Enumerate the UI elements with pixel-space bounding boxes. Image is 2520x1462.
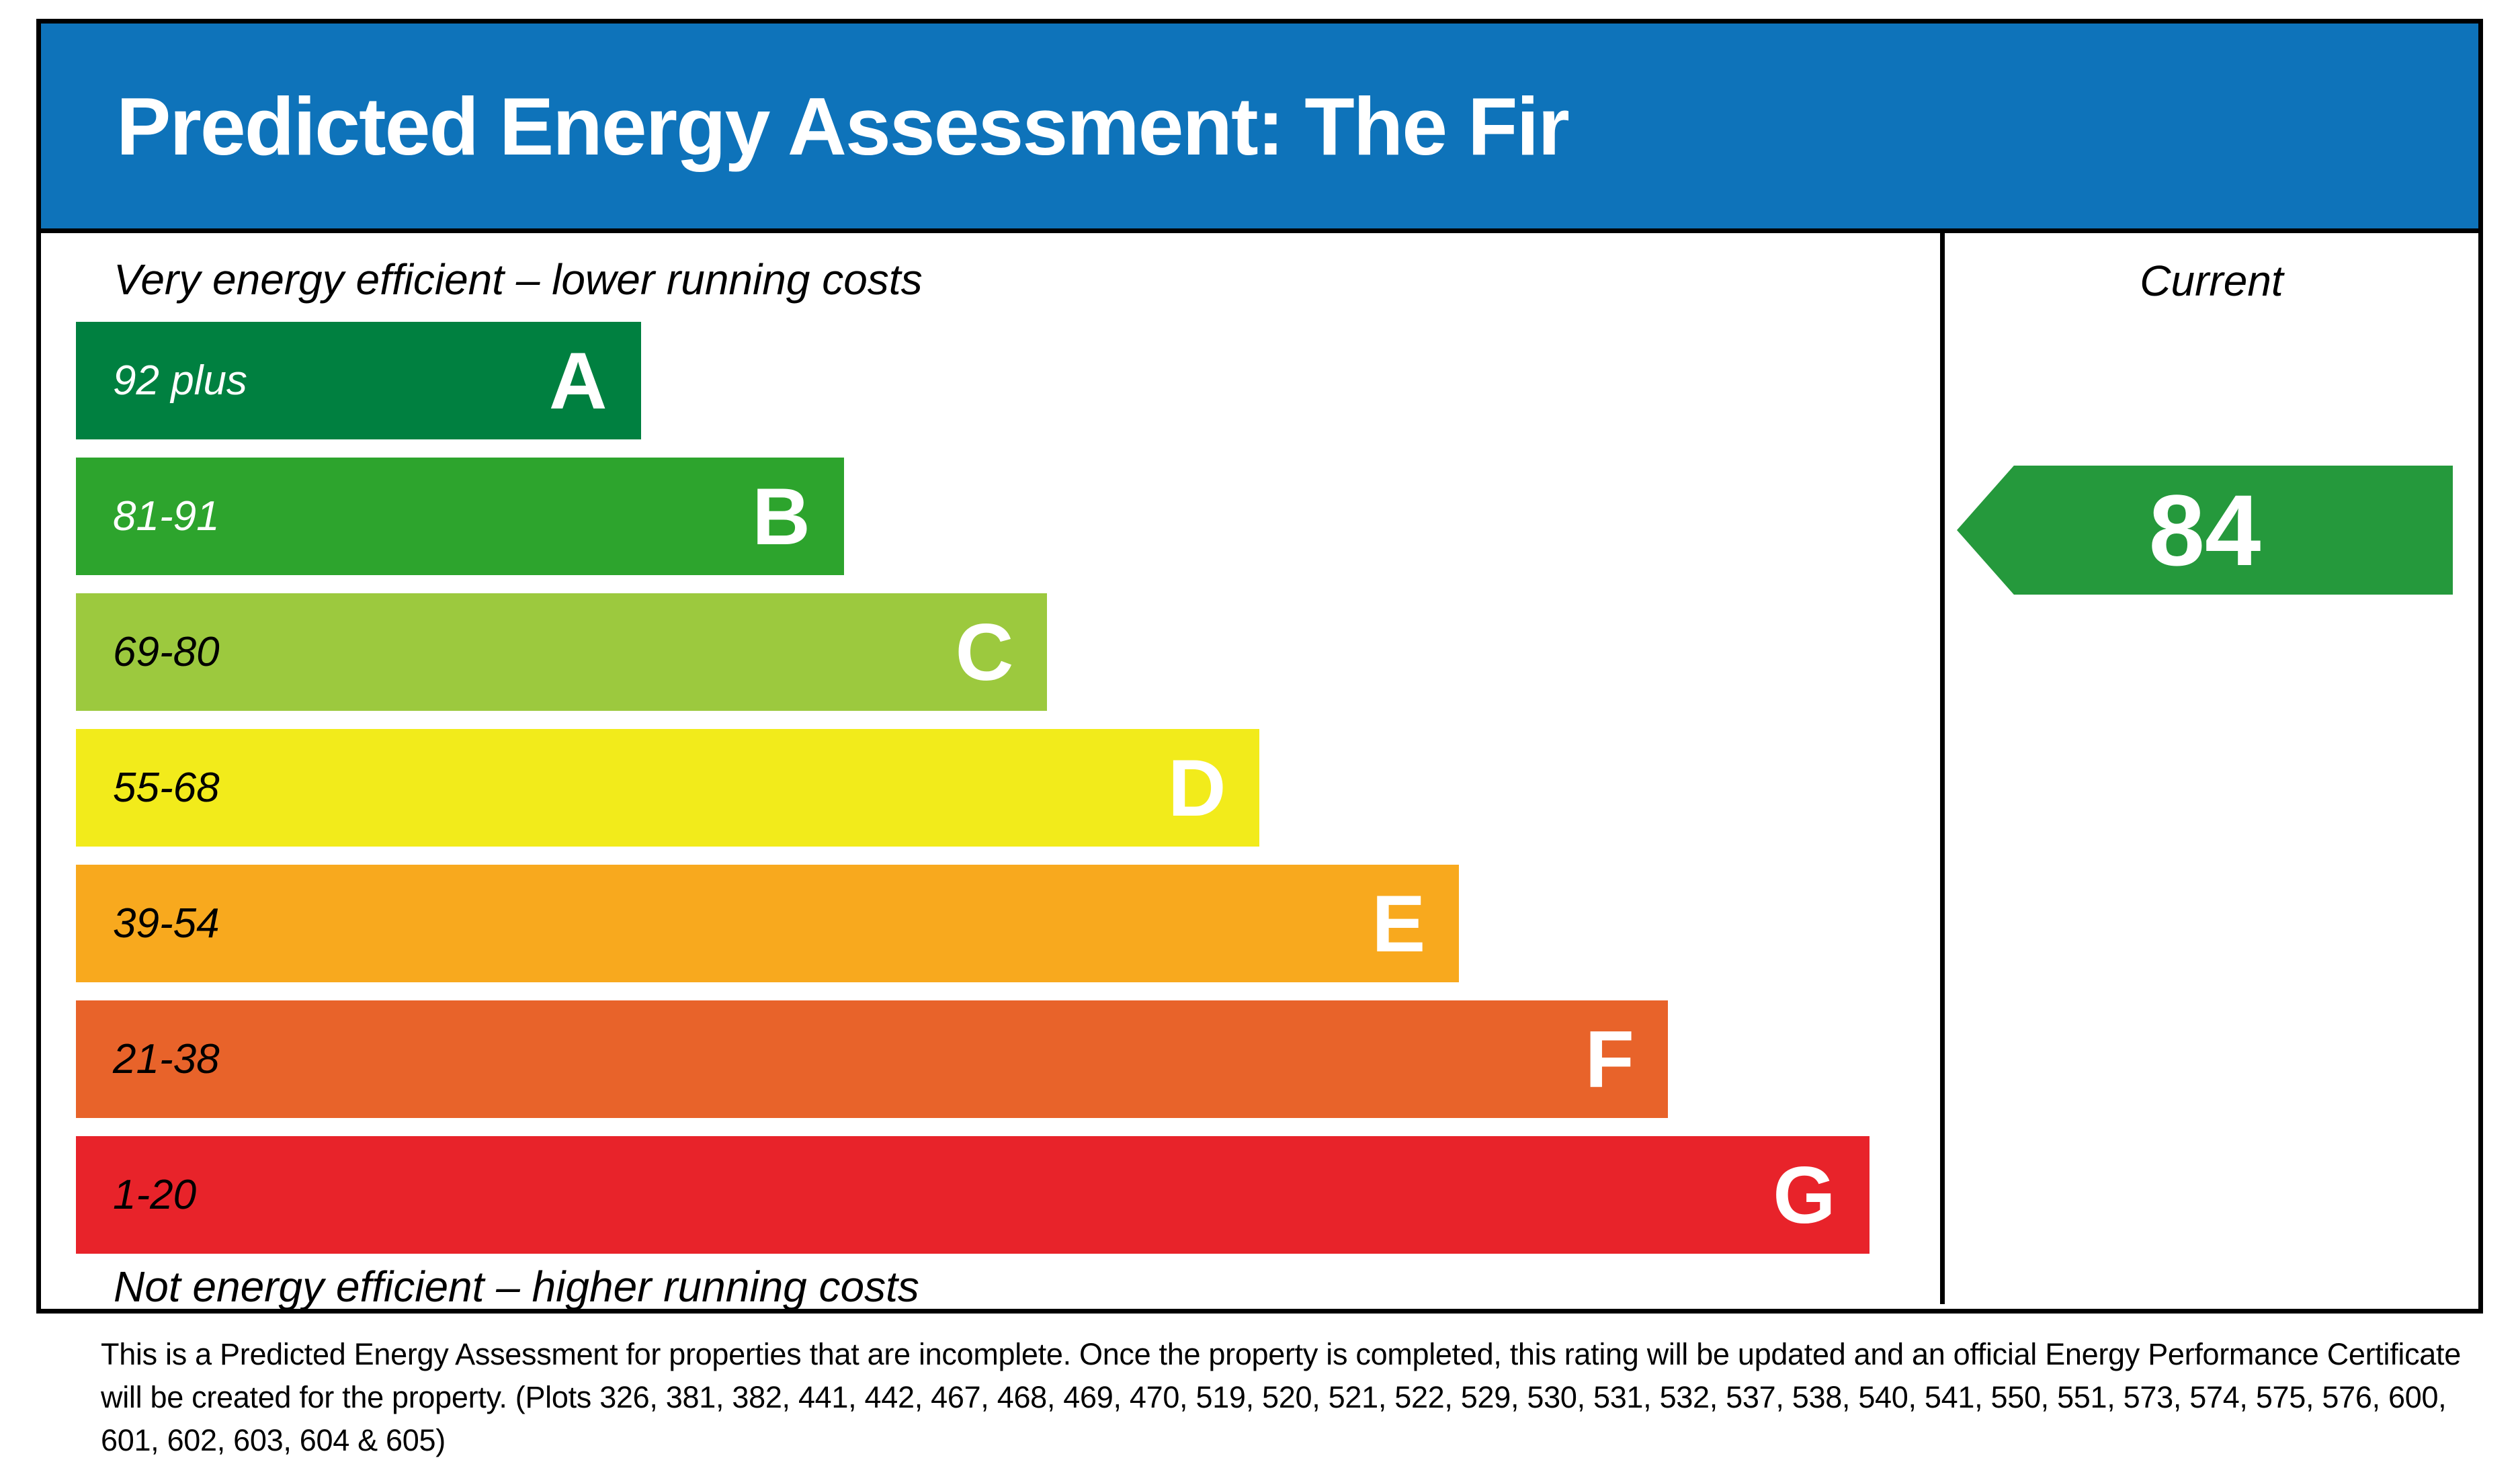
band-range-label: 21-38 <box>113 1036 220 1083</box>
band-letter: A <box>548 335 607 426</box>
band-range-label: 1-20 <box>113 1172 197 1219</box>
bottom-caption: Not energy efficient – higher running co… <box>114 1262 919 1312</box>
band-bar-f: 21-38 F <box>76 1000 1668 1119</box>
current-rating-arrow: 84 <box>1957 466 2453 595</box>
band-range-label: 55-68 <box>113 765 220 812</box>
certificate-body: Very energy efficient – lower running co… <box>41 233 2478 1311</box>
current-rating-value: 84 <box>2148 474 2261 587</box>
top-caption: Very energy efficient – lower running co… <box>114 255 923 304</box>
band-letter: D <box>1167 742 1226 833</box>
certificate-frame: Predicted Energy Assessment: The Fir Ver… <box>36 19 2483 1314</box>
band-range-label: 92 plus <box>113 357 247 404</box>
energy-rating-scale: Very energy efficient – lower running co… <box>41 233 1945 1311</box>
band-bar-g: 1-20 G <box>76 1136 1870 1254</box>
band-bar-a: 92 plus A <box>76 322 641 440</box>
band-bars: 92 plus A 81-91 B 69-80 C 55-68 D <box>41 322 1940 1254</box>
page-title: Predicted Energy Assessment: The Fir <box>116 80 1570 172</box>
current-column-header: Current <box>2140 257 2283 305</box>
band-letter: C <box>955 607 1014 697</box>
footer-note: This is a Predicted Energy Assessment fo… <box>101 1337 2461 1457</box>
band-range-label: 39-54 <box>113 900 220 947</box>
band-bar-b: 81-91 B <box>76 458 844 576</box>
band-letter: G <box>1773 1150 1836 1240</box>
band-range-label: 81-91 <box>113 493 220 540</box>
band-letter: E <box>1372 878 1426 969</box>
header-banner: Predicted Energy Assessment: The Fir <box>41 24 2478 233</box>
band-bar-d: 55-68 D <box>76 729 1260 847</box>
current-rating-column: Current 84 <box>1945 233 2478 1304</box>
band-bar-e: 39-54 E <box>76 865 1460 983</box>
band-range-label: 69-80 <box>113 629 220 676</box>
band-letter: F <box>1585 1014 1634 1105</box>
band-letter: B <box>752 471 810 562</box>
band-bar-c: 69-80 C <box>76 593 1048 712</box>
